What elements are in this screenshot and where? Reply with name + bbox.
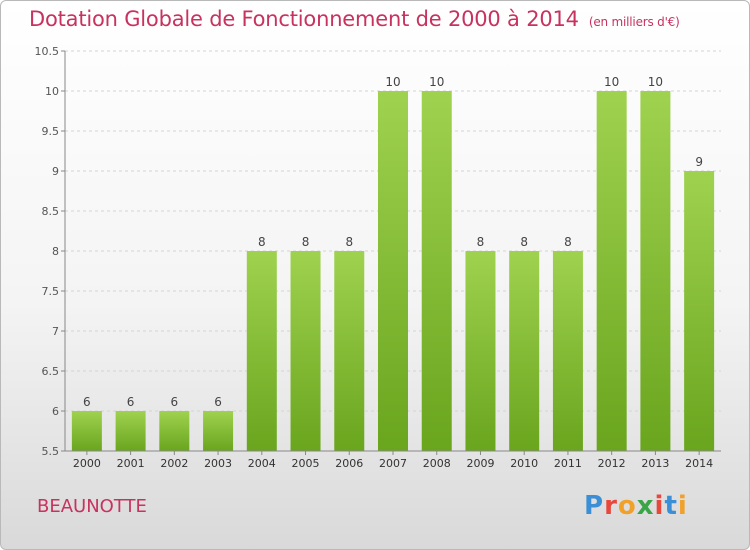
x-tick-label: 2001 [117,457,145,470]
bar-2010 [509,251,540,451]
bar-2012 [596,91,627,451]
x-tick-label: 2002 [160,457,188,470]
data-label: 6 [214,395,222,409]
chart-title: Dotation Globale de Fonctionnement de 20… [29,7,680,31]
data-label: 6 [127,395,135,409]
data-label: 10 [648,75,663,89]
proxiti-logo: Proxiti [584,491,688,521]
bar-2000 [71,411,102,451]
y-tick-label: 5.5 [42,445,60,458]
data-label: 8 [520,235,528,249]
x-tick-label: 2009 [466,457,494,470]
bar-2011 [552,251,583,451]
bar-2009 [465,251,496,451]
logo-letter: P [584,491,605,521]
data-label: 6 [171,395,179,409]
chart-unit: (en milliers d'€) [588,15,680,29]
x-tick-label: 2008 [423,457,451,470]
x-tick-label: 2010 [510,457,538,470]
bar-2004 [246,251,277,451]
y-tick-label: 10.5 [35,45,60,58]
x-tick-label: 2006 [335,457,363,470]
data-label: 8 [345,235,353,249]
y-tick-label: 8.5 [42,205,60,218]
labels: 2000 6 2001 6 2002 6 2003 6 2004 8 2005 8 2006 8 2007 1… [73,75,713,470]
bars [71,91,715,451]
x-tick-label: 2007 [379,457,407,470]
x-tick-label: 2013 [641,457,669,470]
y-tick-label: 6.5 [42,365,60,378]
logo-letter: t [664,491,678,521]
bar-2001 [115,411,146,451]
data-label: 8 [258,235,266,249]
data-label: 10 [385,75,400,89]
y-tick-label: 10 [45,85,59,98]
x-tick-label: 2012 [598,457,626,470]
data-label: 9 [695,155,703,169]
bar-2014 [684,171,715,451]
axes: 5.5 6 6.5 7 7.5 8 8.5 9 9.5 10 10.5 [35,45,721,458]
bar-2007 [378,91,408,451]
x-tick-label: 2003 [204,457,232,470]
y-tick-label: 9.5 [42,125,60,138]
y-tick-label: 8 [52,245,59,258]
x-tick-label: 2014 [685,457,713,470]
logo-letter: o [617,491,637,521]
x-tick-label: 2011 [554,457,582,470]
bar-2008 [421,91,452,451]
logo-letter: x [636,491,655,521]
bar-2013 [640,91,671,451]
data-label: 6 [83,395,91,409]
bar-2005 [290,251,321,451]
data-label: 8 [302,235,310,249]
data-label: 8 [564,235,572,249]
data-label: 10 [429,75,444,89]
y-tick-label: 7.5 [42,285,60,298]
x-tick-label: 2004 [248,457,276,470]
logo-letter: i [654,491,665,521]
logo-letter: r [604,491,618,521]
bar-2006 [334,251,365,451]
y-tick-label: 9 [52,165,59,178]
commune-name: BEAUNOTTE [37,496,147,517]
x-tick-label: 2005 [292,457,320,470]
bar-2002 [159,411,190,451]
data-label: 8 [477,235,485,249]
y-tick-label: 7 [52,325,59,338]
chart-title-text: Dotation Globale de Fonctionnement de 20… [29,7,579,31]
x-tick-label: 2000 [73,457,101,470]
bar-2003 [203,411,234,451]
logo-letter: i [677,491,688,521]
data-label: 10 [604,75,619,89]
y-tick-label: 6 [52,405,59,418]
